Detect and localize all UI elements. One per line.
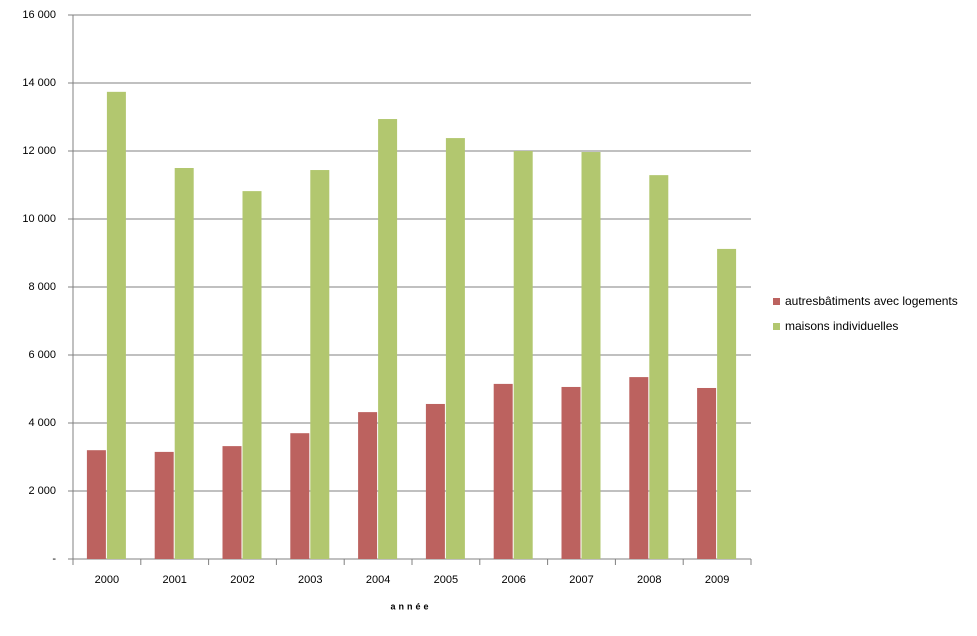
bar: [581, 152, 601, 559]
bar: [86, 450, 106, 559]
bar: [649, 175, 669, 559]
bar: [493, 383, 513, 559]
bar: [154, 451, 174, 559]
bar: [358, 412, 378, 559]
bar: [290, 433, 310, 559]
x-tick-label: 2007: [569, 574, 593, 586]
x-tick-label: 2006: [501, 574, 525, 586]
x-tick-label: 2002: [230, 574, 254, 586]
y-tick-label: 8 000: [28, 281, 56, 293]
x-tick-label: 2004: [366, 574, 390, 586]
x-tick-label: 2009: [705, 574, 729, 586]
y-tick-label: 4 000: [28, 417, 56, 429]
bar: [697, 387, 717, 559]
legend-swatch: [773, 298, 780, 305]
x-tick-label: 2008: [637, 574, 661, 586]
y-tick-label: 16 000: [22, 9, 56, 21]
x-tick-label: 2001: [162, 574, 186, 586]
bar: [174, 168, 194, 559]
bar: [513, 151, 533, 559]
bar: [242, 191, 262, 559]
bar: [425, 403, 445, 559]
y-tick-label: 12 000: [22, 145, 56, 157]
legend-label: autresbâtiments avec logements: [785, 294, 958, 308]
legend-swatch: [773, 323, 780, 330]
bar: [310, 170, 330, 560]
y-tick-label: -: [52, 553, 56, 565]
bar: [106, 91, 126, 559]
legend-label: maisons individuelles: [785, 319, 898, 333]
y-tick-label: 10 000: [22, 213, 56, 225]
bar: [629, 377, 649, 559]
x-tick-label: 2000: [95, 574, 119, 586]
bar: [222, 446, 242, 559]
x-tick-label: 2003: [298, 574, 322, 586]
y-tick-label: 14 000: [22, 77, 56, 89]
bar: [561, 386, 581, 559]
bar: [717, 248, 737, 560]
x-tick-label: 2005: [434, 574, 458, 586]
y-tick-label: 2 000: [28, 485, 56, 497]
bar: [445, 138, 465, 559]
x-axis-label: année: [390, 601, 431, 611]
bar: [378, 119, 398, 559]
y-tick-label: 6 000: [28, 349, 56, 361]
